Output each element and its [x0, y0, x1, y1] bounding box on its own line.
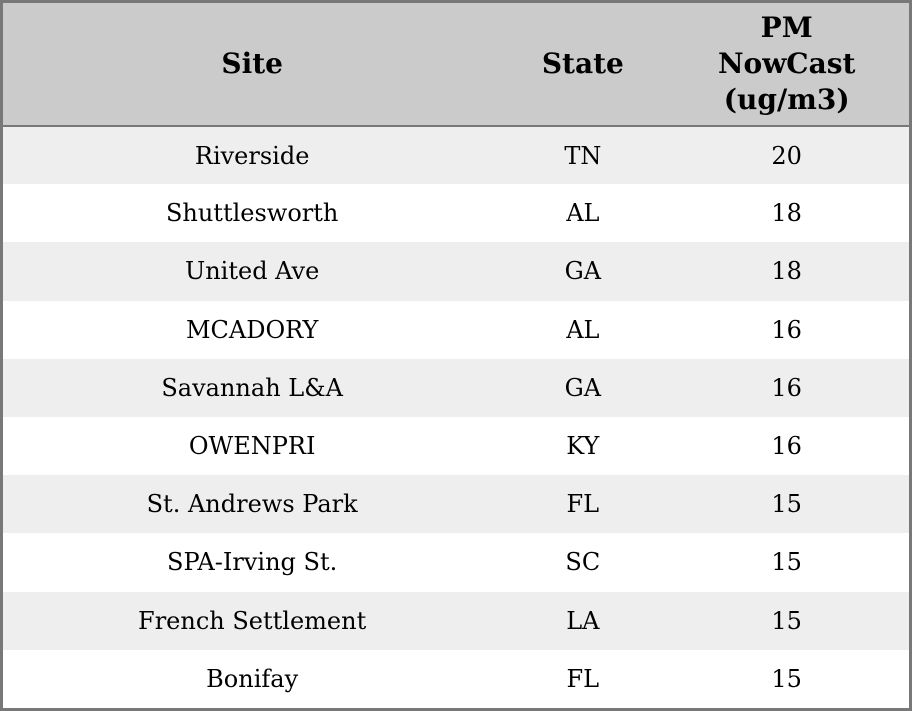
column-header-site: Site — [3, 3, 502, 127]
site-cell: Bonifay — [206, 664, 299, 693]
pm-value-cell: 18 — [771, 199, 802, 228]
table-row: MCADORY AL 16 — [3, 300, 909, 359]
state-cell: KY — [566, 432, 600, 461]
state-cell: AL — [566, 199, 600, 228]
state-cell: SC — [565, 548, 601, 577]
table-row: OWENPRI KY 16 — [3, 416, 909, 476]
pm-nowcast-table: Site State PM NowCast (ug/m3) Riverside T… — [3, 3, 909, 708]
pm-value-cell: 18 — [771, 257, 802, 286]
site-cell: French Settlement — [138, 606, 367, 635]
table-row: French Settlement LA 15 — [3, 591, 909, 650]
state-cell: LA — [566, 606, 600, 635]
pm-value-cell: 20 — [771, 141, 802, 170]
state-cell: GA — [564, 373, 602, 402]
state-cell: FL — [566, 490, 600, 519]
column-header-pm-nowcast: PM NowCast (ug/m3) — [664, 3, 909, 127]
site-cell: OWENPRI — [188, 432, 316, 461]
table-row: Riverside TN 20 — [3, 126, 909, 185]
table-row: United Ave GA 18 — [3, 242, 909, 301]
table-row: St. Andrews Park FL 15 — [3, 475, 909, 534]
site-cell: Riverside — [194, 141, 310, 170]
pm-value-cell: 16 — [771, 432, 802, 461]
site-cell: SPA-Irving St. — [167, 548, 338, 577]
site-cell: United Ave — [184, 257, 320, 286]
pm-value-cell: 15 — [771, 664, 802, 693]
pm-value-cell: 15 — [771, 490, 802, 519]
state-cell: FL — [566, 664, 600, 693]
site-cell: St. Andrews Park — [146, 490, 358, 519]
table-body: Riverside TN 20 Shuttlesworth AL 18 United Ave… — [3, 126, 909, 708]
table-row: Shuttlesworth AL 18 — [3, 184, 909, 243]
pm-value-cell: 15 — [771, 548, 802, 577]
pm-value-cell: 15 — [771, 606, 802, 635]
pm-value-cell: 16 — [771, 315, 802, 344]
pm-value-cell: 16 — [771, 373, 802, 402]
site-cell: MCADORY — [185, 315, 319, 344]
table-row: Bonifay FL 15 — [3, 649, 909, 708]
column-header-state: State — [501, 3, 665, 127]
site-cell: Shuttlesworth — [165, 199, 339, 228]
header-row: Site State PM NowCast (ug/m3) — [3, 3, 909, 127]
state-cell: GA — [564, 257, 602, 286]
table-row: Savannah L&A GA 16 — [3, 358, 909, 417]
table-header: Site State PM NowCast (ug/m3) — [3, 3, 909, 127]
table-row: SPA-Irving St. SC 15 — [3, 533, 909, 592]
state-cell: TN — [564, 141, 602, 170]
site-cell: Savannah L&A — [161, 373, 343, 402]
state-cell: AL — [566, 315, 600, 344]
